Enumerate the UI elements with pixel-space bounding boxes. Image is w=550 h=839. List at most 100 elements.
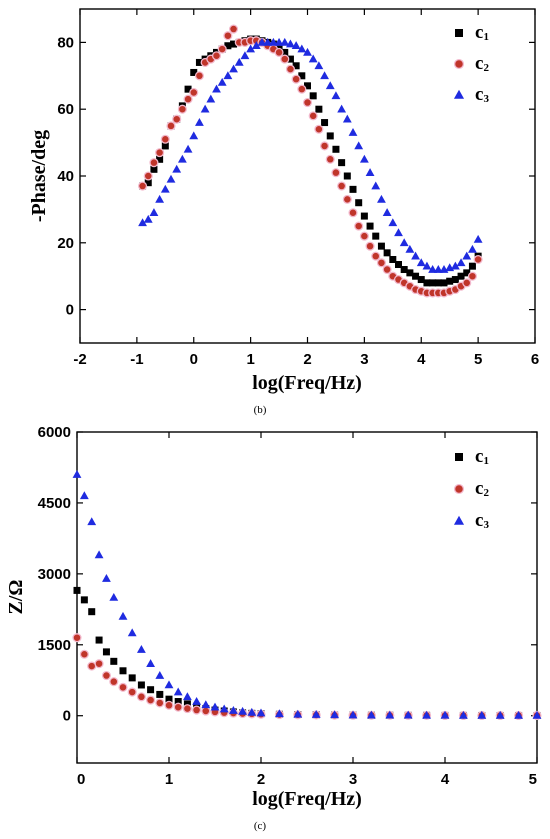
data-point xyxy=(477,710,487,719)
x-tick-label: 6 xyxy=(531,351,539,368)
data-point xyxy=(147,686,155,694)
data-point xyxy=(349,185,357,193)
data-point xyxy=(182,704,192,714)
data-point xyxy=(399,238,409,247)
y-axis-label: -Phase/deg xyxy=(28,130,50,222)
data-point xyxy=(118,682,128,692)
legend-label-subscript: 3 xyxy=(483,519,489,531)
data-point xyxy=(189,87,199,98)
data-point xyxy=(143,171,153,181)
data-point xyxy=(423,279,431,287)
data-point xyxy=(468,262,476,270)
data-point xyxy=(72,633,82,643)
data-point xyxy=(303,47,312,56)
data-point xyxy=(201,700,211,709)
data-point xyxy=(155,698,165,708)
legend-label: c1 xyxy=(475,446,489,467)
panel-caption: (c) xyxy=(254,820,267,832)
data-point xyxy=(192,696,202,705)
data-point xyxy=(95,636,103,644)
data-point xyxy=(311,709,321,718)
data-point xyxy=(308,111,318,121)
data-point xyxy=(314,124,324,134)
data-point xyxy=(166,121,176,131)
x-tick-label: 3 xyxy=(349,771,357,788)
data-point xyxy=(246,44,256,53)
data-point xyxy=(88,608,96,616)
data-point xyxy=(372,232,380,240)
data-point xyxy=(224,42,232,50)
data-point xyxy=(451,276,459,284)
y-axis-label: Z/Ω xyxy=(5,580,27,615)
data-point xyxy=(332,145,340,153)
y-tick-label: 0 xyxy=(66,302,74,319)
data-point xyxy=(146,659,156,668)
series-c2 xyxy=(138,24,483,298)
data-point xyxy=(348,710,358,719)
x-axis-label: log(Freq/Hz) xyxy=(252,788,362,810)
data-point xyxy=(94,659,104,669)
data-point xyxy=(94,550,104,559)
x-tick-label: 5 xyxy=(474,351,482,368)
data-point xyxy=(383,249,391,257)
data-point xyxy=(337,104,347,113)
data-point xyxy=(320,71,329,80)
data-point xyxy=(177,154,187,163)
data-point xyxy=(377,194,386,203)
legend-marker xyxy=(455,453,463,461)
data-point xyxy=(389,256,397,263)
data-point xyxy=(127,628,137,637)
data-point xyxy=(195,118,204,126)
data-point xyxy=(234,57,244,66)
data-point xyxy=(366,710,376,719)
data-point xyxy=(458,710,468,719)
data-point xyxy=(73,586,81,594)
data-point xyxy=(377,242,385,250)
data-point xyxy=(342,194,352,204)
data-point xyxy=(365,168,375,176)
data-point xyxy=(161,142,169,150)
data-point xyxy=(382,264,392,275)
data-point xyxy=(331,91,341,100)
data-point xyxy=(457,272,465,280)
data-point xyxy=(156,690,164,698)
data-point xyxy=(143,214,153,223)
x-tick-label: 4 xyxy=(417,351,426,368)
legend-label: c3 xyxy=(475,510,489,531)
data-point xyxy=(155,670,165,679)
data-point xyxy=(514,710,524,719)
x-tick-label: 2 xyxy=(303,351,311,368)
data-point xyxy=(343,172,351,180)
data-point xyxy=(348,128,358,136)
plot-frame xyxy=(76,431,538,764)
data-point xyxy=(417,276,425,284)
data-point xyxy=(177,104,187,114)
data-point xyxy=(359,231,369,241)
data-point xyxy=(229,64,238,73)
x-tick-label: 2 xyxy=(257,771,265,788)
data-point xyxy=(136,692,146,702)
data-point xyxy=(166,174,176,183)
data-point xyxy=(182,692,192,701)
x-tick-label: -1 xyxy=(130,351,143,368)
data-point xyxy=(173,702,183,712)
data-point xyxy=(376,258,386,268)
data-point xyxy=(411,251,420,260)
data-point xyxy=(150,165,158,173)
data-point xyxy=(400,266,408,274)
data-point xyxy=(298,72,306,80)
data-point xyxy=(388,218,398,227)
data-point xyxy=(280,54,290,64)
data-point xyxy=(473,234,483,243)
data-point xyxy=(109,592,119,601)
data-point xyxy=(293,709,303,718)
legend-label: c1 xyxy=(475,22,489,43)
data-point xyxy=(286,39,295,48)
data-point xyxy=(274,709,284,718)
data-point xyxy=(371,181,381,190)
x-tick-label: 3 xyxy=(360,351,368,368)
data-point xyxy=(210,702,220,711)
legend-label-subscript: 3 xyxy=(483,93,489,105)
data-point xyxy=(194,71,204,81)
